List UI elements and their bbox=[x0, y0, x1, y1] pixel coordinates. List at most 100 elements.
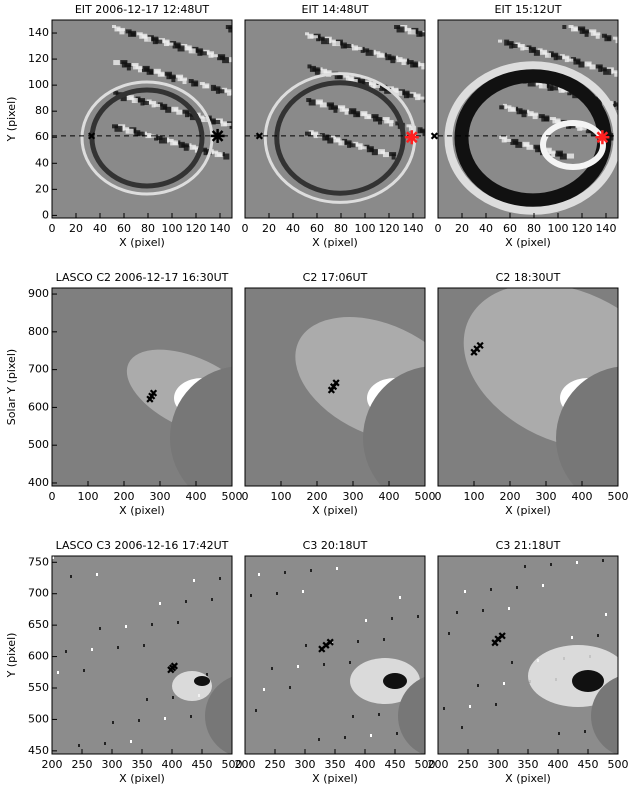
image-texture bbox=[395, 90, 403, 96]
image-texture bbox=[538, 83, 547, 89]
y-tick-label: 450 bbox=[28, 744, 49, 757]
image-texture bbox=[220, 152, 225, 157]
image-texture bbox=[499, 105, 505, 110]
x-axis-label: X (pixel) bbox=[505, 504, 551, 517]
star bbox=[349, 661, 351, 664]
marker-stroke bbox=[332, 379, 340, 387]
star bbox=[576, 561, 578, 564]
x-tick-label: 20 bbox=[69, 222, 83, 235]
image-texture bbox=[578, 61, 585, 68]
marker bbox=[255, 132, 264, 140]
image-texture bbox=[165, 137, 170, 143]
star bbox=[352, 715, 354, 718]
image-texture bbox=[573, 27, 578, 31]
panel-title: C2 18:30UT bbox=[496, 271, 561, 284]
star bbox=[164, 717, 166, 720]
panel-frame bbox=[51, 19, 233, 219]
image-texture bbox=[389, 121, 394, 127]
x-tick-label: 0 bbox=[242, 222, 249, 235]
image-texture bbox=[568, 124, 576, 129]
x-tick-label: 0 bbox=[435, 490, 442, 503]
image-texture bbox=[159, 137, 168, 144]
x-tick-label: 0 bbox=[435, 222, 442, 235]
image-texture bbox=[396, 26, 405, 33]
y-tick-label: 600 bbox=[28, 400, 49, 413]
panel-frame bbox=[244, 287, 426, 487]
image-texture bbox=[394, 55, 399, 59]
x-axis-label: X (pixel) bbox=[119, 772, 165, 785]
image-texture bbox=[391, 153, 396, 160]
star bbox=[571, 636, 573, 639]
x-tick-label: 500 bbox=[222, 758, 243, 771]
image-texture bbox=[598, 65, 603, 72]
x-axis-label: X (pixel) bbox=[312, 236, 358, 249]
image-texture bbox=[176, 140, 181, 145]
star bbox=[464, 590, 466, 593]
image-texture bbox=[349, 43, 354, 47]
image-texture bbox=[154, 134, 159, 141]
image-texture bbox=[416, 61, 421, 67]
star bbox=[550, 563, 552, 566]
x-tick-label: 60 bbox=[503, 222, 517, 235]
star bbox=[417, 615, 419, 618]
image-texture bbox=[324, 136, 329, 141]
image-texture bbox=[313, 133, 318, 139]
panel-frame bbox=[244, 19, 426, 219]
marker bbox=[326, 638, 334, 646]
star bbox=[448, 632, 450, 635]
image-texture bbox=[545, 83, 550, 88]
image-texture bbox=[567, 89, 572, 96]
image-texture bbox=[183, 144, 189, 151]
image-texture bbox=[112, 25, 116, 28]
marker bbox=[498, 632, 506, 640]
star bbox=[193, 579, 195, 582]
image-texture bbox=[509, 42, 514, 49]
x-tick-label: 250 bbox=[458, 758, 479, 771]
star bbox=[125, 625, 127, 628]
x-tick-label: 0 bbox=[49, 222, 56, 235]
x-tick-label: 80 bbox=[334, 222, 348, 235]
star bbox=[524, 565, 526, 568]
image-texture bbox=[327, 38, 332, 44]
image-background bbox=[52, 556, 232, 754]
x-tick-label: 20 bbox=[455, 222, 469, 235]
panel-title: EIT 14:48UT bbox=[302, 3, 369, 16]
image-texture bbox=[587, 62, 592, 66]
image-texture bbox=[136, 131, 145, 136]
image-texture bbox=[379, 54, 385, 58]
panel-image bbox=[52, 288, 232, 486]
x-axis-label: X (pixel) bbox=[505, 236, 551, 249]
panel-frame bbox=[437, 19, 619, 219]
image-texture bbox=[361, 81, 369, 86]
cme-core bbox=[172, 671, 212, 701]
image-texture bbox=[140, 99, 145, 106]
x-tick-label: 80 bbox=[527, 222, 541, 235]
x-tick-label: 100 bbox=[355, 222, 376, 235]
image-texture bbox=[382, 52, 387, 57]
cme-core bbox=[194, 676, 210, 686]
star bbox=[584, 730, 586, 733]
image-texture bbox=[215, 87, 220, 94]
x-tick-label: 500 bbox=[415, 758, 436, 771]
image-texture bbox=[160, 73, 165, 77]
image-texture bbox=[230, 58, 232, 62]
marker bbox=[149, 389, 158, 397]
y-tick-label: 650 bbox=[28, 618, 49, 631]
image-texture bbox=[130, 32, 136, 37]
x-tick-label: 400 bbox=[186, 490, 207, 503]
image-texture bbox=[114, 125, 123, 132]
panel-title: C3 20:18UT bbox=[303, 539, 368, 552]
image-texture bbox=[172, 141, 178, 145]
x-tick-label: 350 bbox=[518, 758, 539, 771]
image-texture bbox=[142, 100, 149, 105]
x-tick-label: 40 bbox=[479, 222, 493, 235]
image-texture bbox=[406, 93, 414, 98]
image-texture bbox=[119, 29, 125, 35]
star bbox=[456, 611, 458, 614]
star bbox=[302, 590, 304, 593]
image-texture bbox=[173, 108, 178, 112]
image-texture bbox=[137, 67, 142, 73]
loop bbox=[80, 80, 214, 196]
x-tick-label: 140 bbox=[403, 222, 424, 235]
image-texture bbox=[229, 122, 232, 129]
